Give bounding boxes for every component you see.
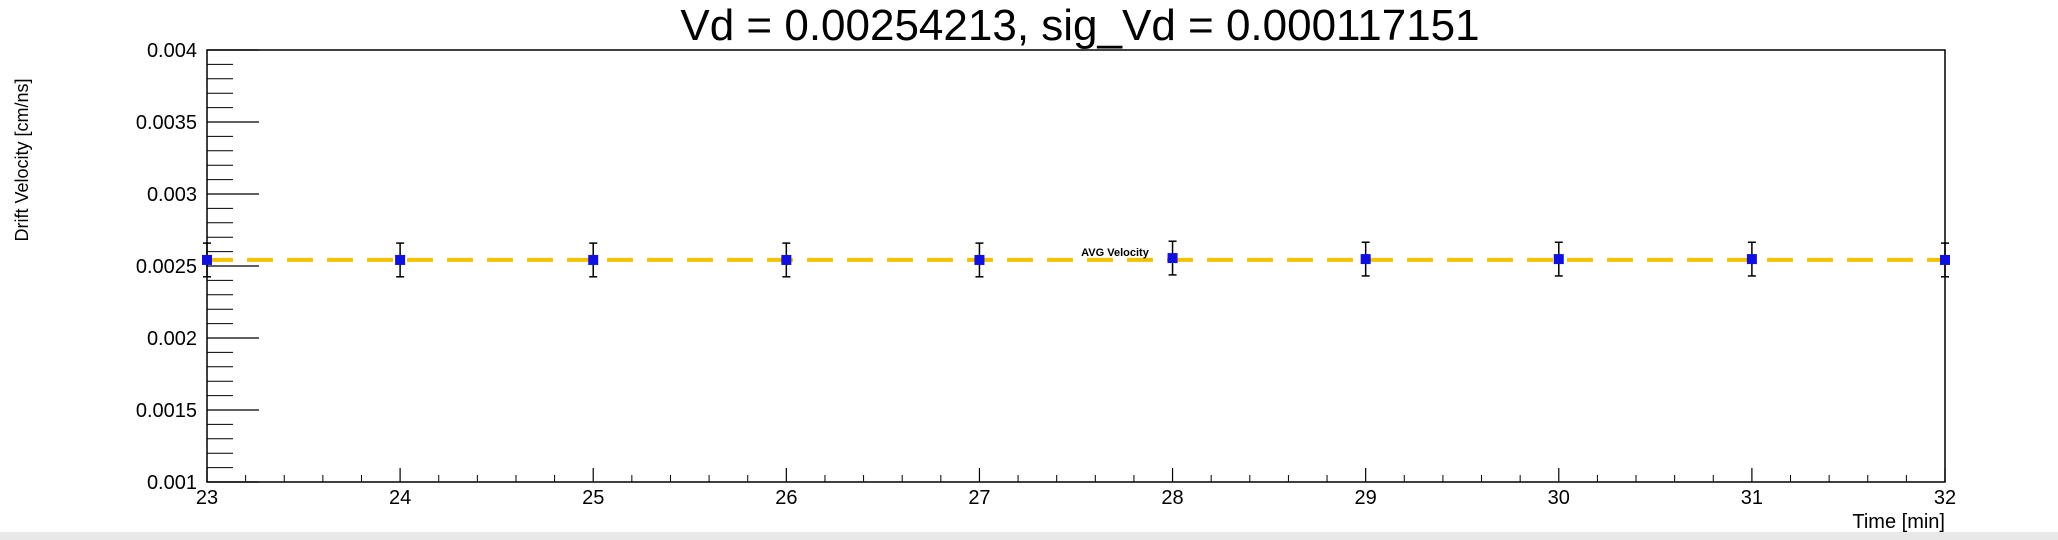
x-tick-label: 29 [1355, 487, 1377, 509]
data-point [1167, 253, 1178, 264]
data-point [1360, 254, 1371, 265]
y-tick-label: 0.002 [147, 328, 197, 350]
x-tick-label: 27 [968, 487, 990, 509]
x-tick-label: 26 [775, 487, 797, 509]
data-point [1940, 254, 1950, 265]
data-point [1746, 254, 1757, 265]
data-point [202, 254, 212, 265]
x-tick-label: 30 [1548, 487, 1570, 509]
x-tick-label: 24 [389, 487, 411, 509]
y-axis-label: Drift Velocity [cm/ns] [12, 78, 32, 241]
data-point [1553, 254, 1564, 265]
avg-velocity-label: AVG Velocity [1081, 247, 1150, 259]
chart-title: Vd = 0.00254213, sig_Vd = 0.000117151 [680, 1, 1479, 50]
x-tick-label: 28 [1161, 487, 1183, 509]
y-tick-label: 0.0025 [136, 256, 197, 278]
footer-strip [0, 532, 2058, 540]
axis-ticks [206, 49, 1946, 483]
x-tick-label: 31 [1741, 487, 1763, 509]
y-tick-label: 0.0035 [136, 112, 197, 134]
avg-velocity-line-group: AVG Velocity [207, 247, 1945, 262]
data-points [202, 240, 1950, 278]
y-tick-label: 0.0015 [136, 400, 197, 422]
data-point [974, 254, 985, 265]
x-tick-label: 25 [582, 487, 604, 509]
data-point [781, 254, 792, 265]
x-tick-label: 23 [196, 487, 218, 509]
x-tick-label: 32 [1934, 487, 1956, 509]
data-point [395, 254, 406, 265]
plot-frame [206, 49, 1946, 483]
y-tick-label: 0.001 [147, 472, 197, 494]
y-tick-label: 0.003 [147, 184, 197, 206]
axis-tick-labels: 23 24 25 26 27 28 29 30 31 32 0.001 0.0015 0.002 0.00… [136, 40, 1956, 509]
y-tick-label: 0.004 [147, 40, 197, 62]
x-axis-label: Time [min] [1852, 511, 1945, 533]
data-point [588, 254, 599, 265]
